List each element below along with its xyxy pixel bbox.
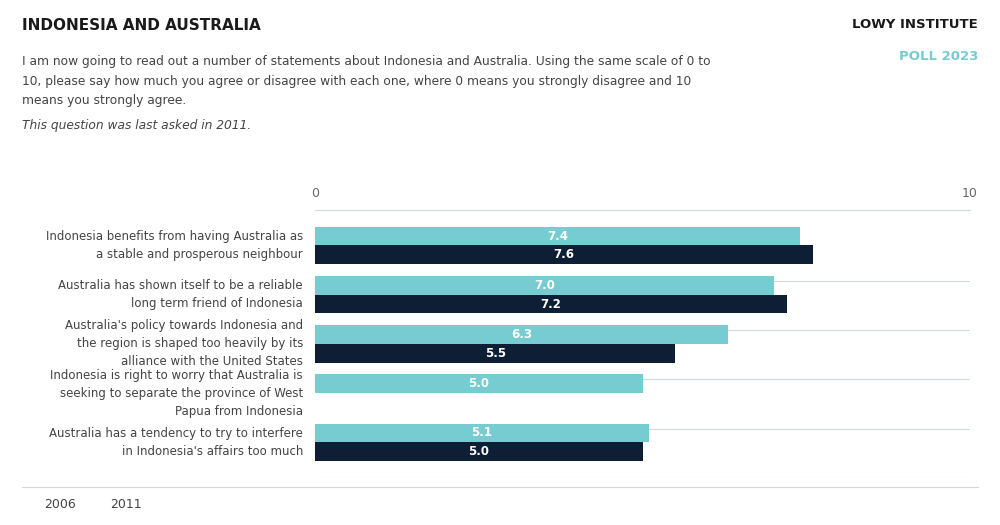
Text: Australia has shown itself to be a reliable
long term friend of Indonesia: Australia has shown itself to be a relia… (58, 279, 303, 310)
Bar (315, 227, 800, 246)
Text: 5.0: 5.0 (468, 445, 489, 458)
Text: 7.0: 7.0 (534, 279, 555, 292)
Text: 10, please say how much you agree or disagree with each one, where 0 means you s: 10, please say how much you agree or dis… (22, 75, 691, 88)
Text: 5.5: 5.5 (485, 346, 506, 360)
Text: 7.4: 7.4 (547, 229, 568, 243)
Bar (315, 295, 787, 313)
Bar (315, 246, 813, 264)
Text: I am now going to read out a number of statements about Indonesia and Australia.: I am now going to read out a number of s… (22, 55, 711, 68)
Text: 2006: 2006 (44, 498, 76, 510)
Text: 5.0: 5.0 (468, 377, 489, 390)
Text: INDONESIA AND AUSTRALIA: INDONESIA AND AUSTRALIA (22, 18, 261, 34)
Text: Australia's policy towards Indonesia and
the region is shaped too heavily by its: Australia's policy towards Indonesia and… (65, 319, 303, 369)
Text: 6.3: 6.3 (511, 328, 532, 341)
Bar (315, 344, 675, 363)
Text: LOWY INSTITUTE: LOWY INSTITUTE (852, 18, 978, 31)
Text: Australia has a tendency to try to interfere
in Indonesia's affairs too much: Australia has a tendency to try to inter… (49, 427, 303, 458)
Text: This question was last asked in 2011.: This question was last asked in 2011. (22, 119, 251, 132)
Text: 2011: 2011 (110, 498, 142, 510)
Bar (315, 276, 774, 295)
Text: 7.6: 7.6 (553, 248, 574, 261)
Text: Indonesia benefits from having Australia as
a stable and prosperous neighbour: Indonesia benefits from having Australia… (46, 230, 303, 261)
Bar (315, 442, 642, 461)
Text: means you strongly agree.: means you strongly agree. (22, 94, 186, 107)
Bar (315, 325, 728, 344)
Bar (315, 424, 649, 442)
Text: 7.2: 7.2 (540, 298, 561, 310)
Bar (315, 374, 642, 393)
Text: Indonesia is right to worry that Australia is
seeking to separate the province o: Indonesia is right to worry that Austral… (50, 369, 303, 417)
Text: 5.1: 5.1 (472, 426, 493, 439)
Text: POLL 2023: POLL 2023 (899, 50, 978, 63)
